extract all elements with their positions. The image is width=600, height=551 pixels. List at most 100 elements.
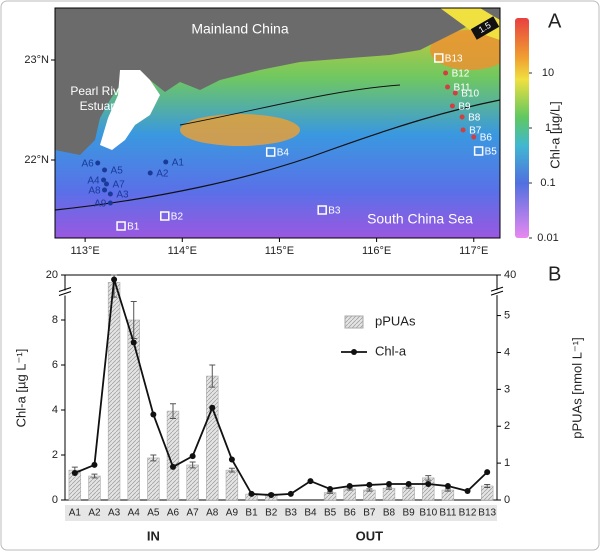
x-tick-label: A4 bbox=[128, 508, 141, 519]
x-tick-label: B6 bbox=[344, 508, 357, 519]
scale-box bbox=[470, 16, 500, 40]
legend-label: pPUAs bbox=[375, 313, 416, 328]
y2-axis-label: pPUAs [nmol L⁻¹] bbox=[569, 337, 584, 439]
colorbar-tick-label: 0.01 bbox=[537, 232, 558, 244]
colorbar bbox=[515, 18, 529, 238]
line-point bbox=[150, 411, 157, 418]
legend-swatch bbox=[351, 349, 357, 355]
bar bbox=[480, 485, 494, 501]
axis-break bbox=[490, 286, 504, 292]
x-tick-label: A9 bbox=[226, 508, 239, 519]
x-tick-label: B11 bbox=[439, 508, 456, 519]
map-image bbox=[55, 8, 500, 238]
line-point bbox=[209, 404, 216, 411]
bar bbox=[343, 488, 356, 501]
station bbox=[103, 181, 109, 187]
bar bbox=[225, 469, 239, 501]
axis-break bbox=[58, 291, 72, 296]
station bbox=[434, 53, 444, 63]
station bbox=[107, 200, 113, 206]
legend-label: Chl-a bbox=[375, 343, 407, 358]
panel-label: B bbox=[548, 263, 561, 285]
y-tick-label: 0 bbox=[52, 494, 58, 506]
station bbox=[471, 134, 477, 140]
y2-tick-label: 40 bbox=[504, 269, 516, 281]
plot-frame bbox=[64, 274, 498, 501]
y2-tick-label: 0 bbox=[504, 494, 510, 506]
y-tick-label: 6 bbox=[52, 359, 58, 371]
x-tick-label: A5 bbox=[147, 508, 160, 519]
bar bbox=[186, 464, 199, 501]
region-label-line: Pearl River bbox=[70, 84, 129, 98]
axis-break bbox=[58, 287, 72, 292]
station bbox=[460, 127, 466, 133]
y-tick-label: 4 bbox=[52, 404, 58, 416]
station bbox=[101, 177, 107, 183]
y2-tick-label: 5 bbox=[504, 309, 510, 321]
station bbox=[443, 70, 449, 76]
station-label: A4 bbox=[87, 176, 100, 187]
line bbox=[74, 279, 488, 496]
line-point bbox=[346, 483, 353, 490]
station bbox=[459, 114, 465, 120]
y2-tick-label: 2 bbox=[504, 420, 510, 432]
station-label: B9 bbox=[458, 102, 471, 113]
panel-label: A bbox=[548, 10, 562, 32]
line-point bbox=[386, 481, 392, 488]
bar bbox=[206, 375, 219, 501]
region-label: South China Sea bbox=[367, 211, 473, 227]
x-tick-label: B10 bbox=[419, 508, 437, 519]
x-tick-label: A6 bbox=[167, 508, 180, 519]
station bbox=[163, 159, 169, 165]
x-tick-label: B12 bbox=[459, 508, 477, 519]
legend-swatch bbox=[344, 315, 364, 329]
error-bar bbox=[366, 488, 373, 492]
line-point bbox=[268, 492, 275, 499]
line-point bbox=[189, 453, 196, 460]
station bbox=[95, 160, 101, 166]
colorbar-tick-label: 1 bbox=[545, 122, 551, 134]
station-label: B12 bbox=[452, 69, 470, 80]
line-point bbox=[170, 463, 176, 470]
axis-break bbox=[490, 290, 504, 296]
station-label: B4 bbox=[277, 148, 290, 159]
region-label: Pearl River Estuary bbox=[70, 84, 129, 113]
station-label: A6 bbox=[82, 159, 95, 170]
x-tick-label: B2 bbox=[265, 508, 278, 519]
station-label: B10 bbox=[461, 89, 479, 100]
line-point bbox=[91, 461, 98, 468]
station bbox=[107, 191, 113, 197]
line-point bbox=[425, 481, 432, 488]
y2-tick-label: 3 bbox=[504, 383, 510, 395]
station bbox=[449, 103, 455, 109]
line-point bbox=[307, 478, 314, 485]
x-tick-label: A1 bbox=[69, 508, 82, 519]
error-bar bbox=[209, 364, 216, 388]
station bbox=[102, 167, 108, 173]
map-frame bbox=[54, 7, 501, 239]
y-tick-label: 2 bbox=[52, 449, 58, 461]
x-tick-label: B5 bbox=[324, 508, 337, 519]
colorbar-tick-label: 10 bbox=[542, 67, 554, 79]
line-point bbox=[248, 490, 255, 497]
error-bar bbox=[170, 403, 176, 419]
station-label: B11 bbox=[454, 83, 471, 94]
station bbox=[102, 187, 108, 193]
x-tick-label: 116°E bbox=[362, 245, 391, 257]
group-label: IN bbox=[147, 528, 160, 543]
station bbox=[445, 84, 451, 90]
station bbox=[452, 90, 458, 96]
x-tick-label: B13 bbox=[478, 508, 496, 519]
station-label: B13 bbox=[445, 54, 463, 65]
bar bbox=[88, 475, 101, 501]
station-label: B6 bbox=[480, 133, 493, 144]
category-strip bbox=[65, 505, 497, 521]
line-point bbox=[71, 470, 78, 476]
x-tick-label: 117°E bbox=[459, 245, 488, 257]
x-tick-label: A3 bbox=[108, 508, 121, 519]
y-tick-label: 20 bbox=[46, 269, 58, 281]
station-label: A5 bbox=[111, 166, 124, 177]
bar bbox=[402, 486, 415, 501]
y-tick-label: 22°N bbox=[24, 154, 49, 166]
